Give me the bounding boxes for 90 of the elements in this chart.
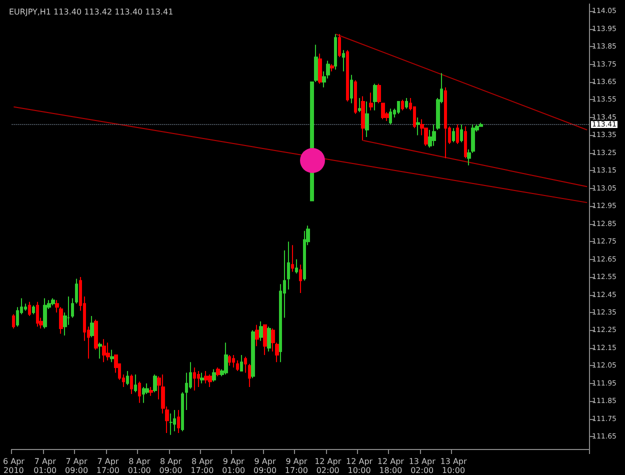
- candlestick: [173, 409, 176, 432]
- candlestick: [354, 80, 357, 114]
- candlestick: [177, 409, 180, 434]
- candlestick: [138, 381, 141, 404]
- candlestick: [338, 34, 341, 58]
- candlestick: [263, 324, 267, 356]
- x-tick-label: 6 Apr 2010: [2, 457, 26, 475]
- candlestick: [295, 258, 298, 274]
- candlestick: [204, 370, 208, 384]
- candlestick: [377, 83, 381, 104]
- candlestick: [350, 74, 353, 104]
- chart-title: EURJPY,H1 113.40 113.42 113.40 113.41: [9, 8, 174, 16]
- candlestick: [330, 64, 334, 72]
- x-tick-label: 9 Apr 01:00: [222, 457, 246, 475]
- candlestick: [212, 368, 216, 382]
- candlestick: [12, 314, 15, 329]
- candlestick: [90, 316, 94, 338]
- candlestick: [358, 97, 361, 113]
- candlestick: [365, 101, 369, 138]
- x-tick-label: 12 Apr 18:00: [377, 457, 405, 475]
- candlestick: [98, 342, 102, 360]
- candlestick: [193, 366, 196, 391]
- candlestick: [208, 374, 212, 388]
- candlestick: [197, 370, 200, 388]
- x-tick-label: 9 Apr 17:00: [284, 457, 308, 475]
- candlestick: [102, 338, 106, 363]
- x-tick-label: 8 Apr 17:00: [190, 457, 214, 475]
- candlestick: [401, 99, 404, 111]
- candlestick: [416, 116, 420, 136]
- x-tick-label: 9 Apr 09:00: [253, 457, 277, 475]
- candlestick: [240, 354, 243, 372]
- candlestick: [405, 97, 408, 110]
- candlestick: [432, 124, 436, 146]
- candlestick: [169, 413, 173, 436]
- candlestick: [373, 83, 377, 111]
- candlestick: [460, 124, 463, 143]
- candlestick: [236, 360, 239, 372]
- x-tick-label: 13 Apr 02:00: [408, 457, 436, 475]
- x-tick-label: 8 Apr 01:00: [128, 457, 151, 475]
- candlestick: [318, 53, 322, 84]
- candlestick: [464, 126, 467, 159]
- candlestick: [342, 50, 345, 72]
- candlestick: [106, 342, 110, 361]
- candlestick: [452, 128, 455, 143]
- candlestick: [251, 330, 255, 379]
- candlestick: [134, 374, 137, 393]
- x-tick-label: 7 Apr 09:00: [65, 457, 88, 475]
- candlestick: [267, 326, 271, 352]
- x-tick-label: 8 Apr 09:00: [159, 457, 182, 475]
- candlestick: [369, 92, 373, 111]
- candlestick: [130, 374, 133, 395]
- candlestick: [389, 108, 392, 126]
- x-tick-label: 7 Apr 17:00: [96, 457, 120, 475]
- candlestick: [149, 386, 153, 396]
- candlestick: [361, 96, 365, 142]
- candlestick: [444, 86, 447, 159]
- candlestick: [397, 101, 400, 114]
- candlestick: [224, 342, 228, 376]
- candlestick: [456, 124, 459, 145]
- candlestick: [381, 102, 385, 120]
- candlestick: [28, 301, 31, 317]
- candlestick: [153, 374, 157, 393]
- x-tick-label: 13 Apr 10:00: [440, 457, 468, 475]
- candlestick: [32, 304, 35, 315]
- candlestick: [255, 324, 259, 347]
- candlestick: [334, 34, 337, 70]
- candlestick: [228, 354, 231, 366]
- candlestick: [346, 50, 349, 102]
- candlestick: [248, 363, 251, 388]
- candlestick: [126, 370, 129, 386]
- x-tick-label: 7 Apr 01:00: [34, 457, 57, 475]
- candlestick: [216, 366, 220, 377]
- candlestick: [244, 356, 247, 374]
- candlestick: [287, 241, 290, 290]
- x-tick-label: 12 Apr 02:00: [314, 457, 342, 475]
- candlestick: [142, 386, 145, 404]
- candlestick: [51, 298, 55, 306]
- candlestick: [291, 244, 294, 272]
- candlestick: [232, 354, 235, 368]
- candlestick: [200, 372, 204, 384]
- candlestick: [94, 319, 98, 350]
- candlestick: [71, 298, 74, 318]
- candlestick: [259, 320, 263, 342]
- candlestick: [110, 349, 114, 363]
- candlestick: [43, 298, 47, 329]
- x-tick-label: 12 Apr 10:00: [346, 457, 374, 475]
- candlestick: [75, 278, 78, 304]
- candlestick: [181, 392, 184, 432]
- candlestick: [299, 264, 302, 294]
- candlestick: [36, 301, 39, 328]
